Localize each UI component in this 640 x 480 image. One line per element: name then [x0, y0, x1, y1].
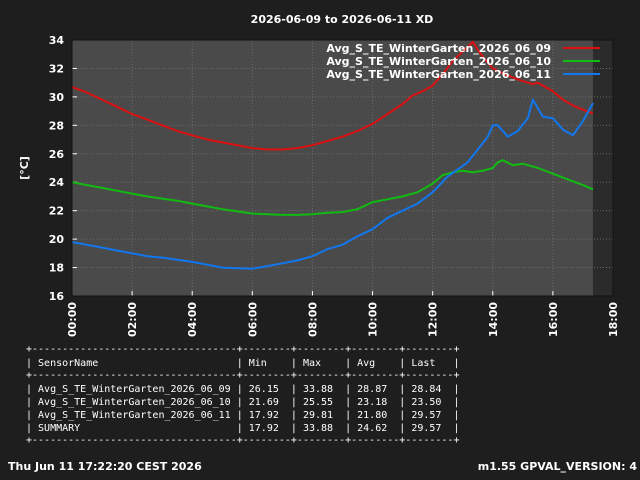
- x-tick-label: 10:00: [367, 302, 380, 337]
- table-row: | Avg_S_TE_WinterGarten_2026_06_10 | 21.…: [26, 397, 459, 408]
- y-tick-label: 34: [49, 34, 65, 47]
- series-line-1: [71, 40, 594, 151]
- y-tick-label: 16: [49, 290, 65, 303]
- footer-version: m1.55 GPVAL_VERSION: 4: [478, 460, 638, 473]
- x-tick-label: 14:00: [487, 302, 500, 337]
- table-border-mid: +----------------------------------+----…: [26, 370, 459, 381]
- y-tick-label: 26: [49, 148, 65, 161]
- future-band: [592, 40, 613, 296]
- y-axis: 16 18 20 22 24 26 28 30 32 34: [49, 34, 77, 303]
- y-tick-label: 24: [49, 176, 65, 189]
- y-axis-label: [°C]: [18, 156, 31, 180]
- table-header: | SensorName | Min | Max | Avg | Last |: [26, 358, 459, 369]
- x-axis: 00:00 02:00 04:00 06:00 08:00 10:00 12:00 14:00…: [66, 291, 620, 337]
- legend: Avg_S_TE_WinterGarten_2026_06_09Avg_S_TE…: [326, 42, 600, 81]
- y-tick-label: 18: [49, 262, 64, 275]
- table-row: | Avg_S_TE_WinterGarten_2026_06_11 | 17.…: [26, 410, 459, 421]
- x-tick-label: 02:00: [126, 302, 139, 337]
- y-tick-label: 30: [49, 91, 65, 104]
- footer-timestamp: Thu Jun 11 17:22:20 CEST 2026: [8, 460, 202, 473]
- legend-label: Avg_S_TE_WinterGarten_2026_06_11: [326, 68, 551, 81]
- chart-title: 2026-06-09 to 2026-06-11 XD: [251, 13, 434, 26]
- table-border-bottom: +----------------------------------+----…: [26, 435, 459, 446]
- x-tick-label: 12:00: [427, 302, 440, 337]
- x-tick-label: 08:00: [306, 302, 319, 337]
- x-tick-label: 16:00: [547, 302, 560, 337]
- stats-table: +----------------------------------+----…: [26, 344, 459, 446]
- legend-label: Avg_S_TE_WinterGarten_2026_06_09: [326, 42, 551, 55]
- x-tick-label: 00:00: [66, 302, 79, 337]
- y-tick-label: 20: [49, 233, 65, 246]
- plot-area: [72, 40, 613, 296]
- y-tick-label: 28: [49, 119, 64, 132]
- x-tick-label: 18:00: [607, 302, 620, 337]
- series-lines: [71, 40, 594, 270]
- x-tick-label: 06:00: [246, 302, 259, 337]
- x-tick-label: 04:00: [186, 302, 199, 337]
- grid-lines: [72, 40, 613, 296]
- series-line-2: [71, 159, 594, 216]
- series-line-3: [71, 98, 594, 270]
- table-row-summary: | SUMMARY | 17.92 | 33.88 | 24.62 | 29.5…: [26, 423, 459, 434]
- plot-border: [71, 39, 614, 297]
- table-border-top: +----------------------------------+----…: [26, 344, 459, 355]
- y-tick-label: 32: [49, 62, 64, 75]
- table-row: | Avg_S_TE_WinterGarten_2026_06_09 | 26.…: [26, 384, 459, 395]
- legend-label: Avg_S_TE_WinterGarten_2026_06_10: [326, 55, 551, 68]
- y-tick-label: 22: [49, 205, 64, 218]
